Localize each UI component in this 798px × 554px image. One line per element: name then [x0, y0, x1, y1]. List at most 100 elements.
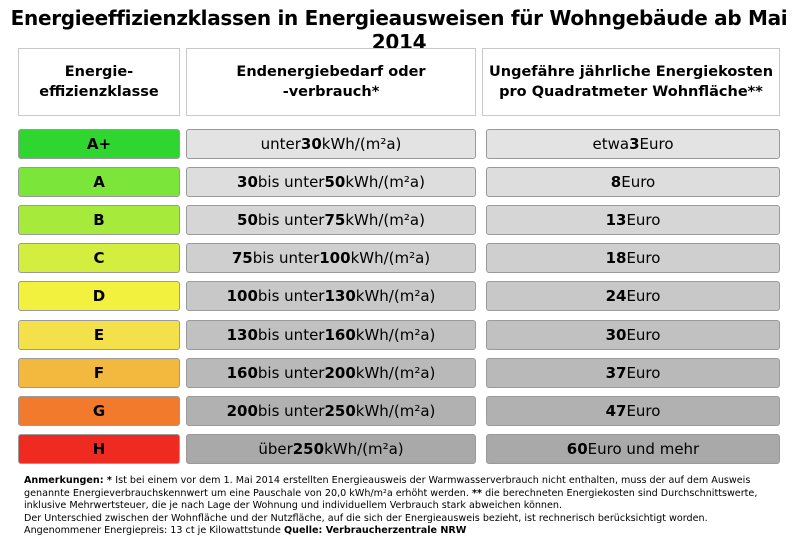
energy-demand-cell: über 250 kWh/(m²a): [186, 434, 476, 464]
footnote-line: Der Unterschied zwischen der Wohnfläche …: [24, 513, 784, 526]
header-energy-demand-line1: Endenergiebedarf oder: [236, 64, 426, 80]
energy-demand-cell: 30 bis unter 50 kWh/(m²a): [186, 167, 476, 197]
text-segment: inklusive Mehrwertsteuer, die je nach La…: [24, 500, 563, 512]
text-segment: Quelle: Verbraucherzentrale NRW: [283, 525, 467, 537]
text-segment: 47: [605, 402, 627, 420]
text-segment: 3: [629, 135, 640, 153]
text-segment: Ist bei einem vor dem 1. Mai 2014 erstel…: [115, 475, 751, 486]
text-segment: **: [471, 487, 483, 499]
text-segment: Euro: [626, 326, 661, 344]
footnote-line: Anmerkungen: * Ist bei einem vor dem 1. …: [24, 475, 784, 488]
energy-cost-cell: 47 Euro: [486, 396, 780, 426]
text-segment: genannte Energieverbrauchskennwert um ei…: [24, 487, 472, 499]
efficiency-class-cell: D: [18, 281, 180, 311]
efficiency-class-cell: C: [18, 243, 180, 273]
text-segment: Euro: [639, 135, 674, 153]
text-segment: Euro: [626, 364, 661, 382]
text-segment: Euro: [626, 402, 661, 420]
text-segment: Angenommener Energiepreis: 13 ct je Kilo…: [24, 525, 284, 537]
text-segment: etwa: [592, 135, 630, 153]
text-segment: unter: [260, 135, 301, 153]
text-segment: bis unter: [257, 287, 325, 305]
energy-demand-cell: 50 bis unter 75 kWh/(m²a): [186, 205, 476, 235]
text-segment: 100: [319, 249, 351, 267]
text-segment: 250: [292, 440, 325, 458]
text-segment: 160: [226, 364, 258, 382]
efficiency-class-cell: A: [18, 167, 180, 197]
text-segment: 37: [605, 364, 627, 382]
page-title: Energieeffizienzklassen in Energieauswei…: [10, 6, 788, 54]
energy-demand-cell: 100 bis unter 130 kWh/(m²a): [186, 281, 476, 311]
text-segment: bis unter: [257, 326, 325, 344]
energy-cost-cell: 37 Euro: [486, 358, 780, 388]
efficiency-class-cell: G: [18, 396, 180, 426]
text-segment: 50: [237, 211, 258, 229]
text-segment: 200: [324, 364, 356, 382]
efficiency-class-cell: A+: [18, 129, 180, 159]
text-segment: Euro und mehr: [587, 440, 700, 458]
efficiency-class-cell: E: [18, 320, 180, 350]
energy-demand-cell: 130 bis unter 160 kWh/(m²a): [186, 320, 476, 350]
energy-cost-cell: 60 Euro und mehr: [486, 434, 780, 464]
header-energy-cost-line2: pro Quadratmeter Wohnfläche**: [499, 84, 763, 100]
text-segment: kWh/(m²a): [350, 249, 431, 267]
header-efficiency-class-line1: Energie-: [64, 64, 134, 80]
text-segment: kWh/(m²a): [345, 173, 425, 191]
text-segment: kWh/(m²a): [345, 211, 425, 229]
text-segment: über: [258, 440, 293, 458]
text-segment: kWh/(m²a): [355, 287, 436, 305]
text-segment: 30: [237, 173, 258, 191]
energy-cost-cell: 13 Euro: [486, 205, 780, 235]
text-segment: 100: [226, 287, 258, 305]
header-energy-cost: Ungefähre jährliche Energiekosten pro Qu…: [482, 48, 780, 116]
text-segment: 60: [566, 440, 588, 458]
text-segment: bis unter: [252, 249, 320, 267]
text-segment: 8: [610, 173, 622, 191]
text-segment: Euro: [626, 287, 661, 305]
text-segment: 130: [226, 326, 258, 344]
energy-cost-cell: 24 Euro: [486, 281, 780, 311]
text-segment: bis unter: [257, 364, 325, 382]
text-segment: bis unter: [257, 211, 325, 229]
text-segment: Anmerkungen: *: [24, 475, 116, 486]
energy-cost-cell: 30 Euro: [486, 320, 780, 350]
footnote-line: Angenommener Energiepreis: 13 ct je Kilo…: [24, 525, 784, 538]
header-energy-cost-line1: Ungefähre jährliche Energiekosten: [488, 64, 774, 80]
text-segment: kWh/(m²a): [324, 440, 404, 458]
text-segment: kWh/(m²a): [355, 326, 436, 344]
text-segment: Euro: [621, 173, 656, 191]
text-segment: bis unter: [257, 402, 325, 420]
text-segment: 30: [300, 135, 322, 153]
text-segment: bis unter: [257, 173, 325, 191]
footnote-line: inklusive Mehrwertsteuer, die je nach La…: [24, 500, 784, 513]
text-segment: Der Unterschied zwischen der Wohnfläche …: [24, 512, 708, 524]
energy-demand-cell: 200 bis unter 250 kWh/(m²a): [186, 396, 476, 426]
efficiency-class-cell: H: [18, 434, 180, 464]
header-efficiency-class: Energie- effizienzklasse: [18, 48, 180, 116]
text-segment: 50: [324, 173, 346, 191]
energy-cost-cell: 8 Euro: [486, 167, 780, 197]
header-energy-demand: Endenergiebedarf oder -verbrauch*: [186, 48, 476, 116]
text-segment: kWh/(m²a): [355, 364, 436, 382]
header-energy-demand-line2: -verbrauch*: [282, 84, 380, 100]
text-segment: 13: [605, 211, 627, 229]
text-segment: 160: [324, 326, 356, 344]
text-segment: 18: [605, 249, 627, 267]
text-segment: 30: [605, 326, 627, 344]
energy-cost-cell: etwa 3 Euro: [486, 129, 780, 159]
text-segment: 200: [226, 402, 258, 420]
text-segment: die berechneten Energiekosten sind Durch…: [482, 487, 758, 499]
text-segment: 130: [324, 287, 356, 305]
text-segment: Euro: [626, 211, 661, 229]
text-segment: 75: [324, 211, 346, 229]
text-segment: 75: [231, 249, 253, 267]
energy-demand-cell: unter 30 kWh/(m²a): [186, 129, 476, 159]
efficiency-class-cell: B: [18, 205, 180, 235]
energy-demand-cell: 160 bis unter 200 kWh/(m²a): [186, 358, 476, 388]
footnote-line: genannte Energieverbrauchskennwert um ei…: [24, 488, 784, 501]
text-segment: Euro: [626, 249, 661, 267]
energy-demand-cell: 75 bis unter 100 kWh/(m²a): [186, 243, 476, 273]
text-segment: kWh/(m²a): [321, 135, 402, 153]
footnotes: Anmerkungen: * Ist bei einem vor dem 1. …: [24, 475, 784, 538]
header-efficiency-class-line2: effizienzklasse: [39, 84, 159, 100]
